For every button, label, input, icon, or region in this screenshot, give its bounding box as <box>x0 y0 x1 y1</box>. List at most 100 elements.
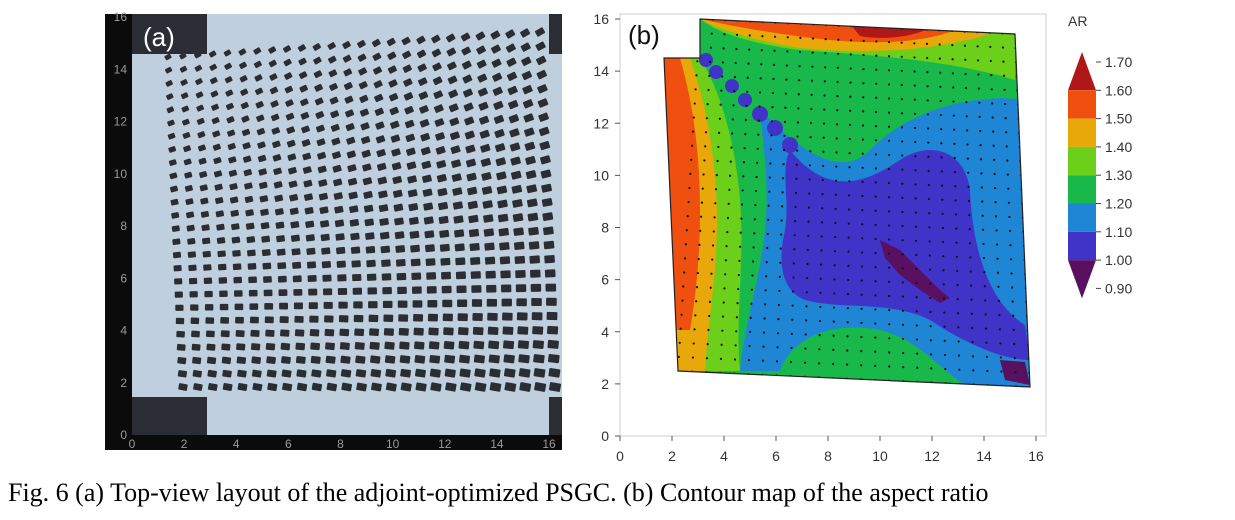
pillar <box>282 45 292 53</box>
grid-dot <box>699 229 702 232</box>
panel-b-x-tick-label: 10 <box>872 448 888 464</box>
grid-dot <box>678 341 681 344</box>
panel-a-y-tick-label: 6 <box>120 271 127 285</box>
pillar <box>262 262 272 270</box>
colorbar-tick-label: 0.90 <box>1105 280 1132 296</box>
grid-dot <box>795 177 798 180</box>
pillar <box>337 274 347 282</box>
pillar <box>460 32 471 42</box>
pillar <box>181 105 190 113</box>
grid-dot <box>762 345 765 348</box>
pillar <box>260 222 270 230</box>
pillar <box>414 355 426 364</box>
grid-dot <box>833 250 837 253</box>
pillar <box>370 368 382 378</box>
pillar <box>472 313 483 321</box>
grid-dot <box>761 34 764 38</box>
pillar <box>430 382 442 392</box>
panel-a-y-tick-label: 8 <box>120 219 127 233</box>
grid-dot <box>976 59 980 62</box>
pillar <box>420 132 431 142</box>
grid-dot <box>766 232 769 236</box>
pillar <box>330 110 340 119</box>
pillar <box>442 313 453 322</box>
grid-dot <box>747 359 751 362</box>
pillar <box>225 102 234 111</box>
pillar <box>424 244 435 253</box>
pillar <box>184 184 193 192</box>
pillar <box>325 355 336 364</box>
pillar <box>270 100 279 108</box>
grid-dot <box>836 80 839 84</box>
pillar <box>435 146 446 155</box>
pillar <box>319 220 330 228</box>
grid-dot <box>756 147 759 150</box>
panel-a-y-tick-label: 12 <box>114 115 128 129</box>
grid-dot <box>969 270 972 273</box>
pillar <box>204 290 213 298</box>
pillar <box>260 208 269 216</box>
pillar <box>303 193 314 201</box>
pillar <box>309 329 320 337</box>
grid-dot <box>781 177 785 180</box>
grid-dot <box>710 32 713 35</box>
pillar <box>402 64 412 73</box>
pillar <box>291 248 301 256</box>
grid-dot <box>928 268 932 271</box>
grid-dot <box>874 350 877 353</box>
pillar <box>172 238 181 246</box>
pillar <box>216 223 225 231</box>
grid-dot <box>741 189 744 192</box>
pillar <box>277 262 287 270</box>
grid-dot <box>848 166 851 169</box>
pillar <box>537 98 549 108</box>
pillar <box>499 242 510 251</box>
grid-dot <box>742 161 746 164</box>
grid-dot <box>875 40 878 43</box>
pillar <box>268 59 277 68</box>
grid-dot <box>860 251 864 254</box>
pillar <box>229 183 238 191</box>
pillar <box>547 353 560 364</box>
pillar <box>336 246 346 255</box>
grid-dot <box>888 337 891 340</box>
pillar <box>334 205 344 214</box>
grid-dot <box>710 272 713 275</box>
pillar <box>196 117 205 125</box>
pillar <box>426 286 437 294</box>
pillar <box>544 255 555 264</box>
grid-dot <box>915 282 918 285</box>
grid-dot <box>809 136 812 139</box>
panel-a-pillar-array <box>164 27 562 392</box>
colorbar-tick-label: 1.50 <box>1105 111 1132 127</box>
grid-dot <box>705 117 708 120</box>
grid-dot <box>731 132 734 135</box>
pillar <box>520 28 531 38</box>
panel-b-x-tick-label: 8 <box>824 448 832 464</box>
colorbar: 1.70 1.60 1.50 1.40 1.30 1.20 1.10 1.00 0.90 <box>1068 52 1132 299</box>
grid-dot <box>970 298 973 301</box>
grid-dot <box>736 302 739 305</box>
pillar <box>332 164 342 173</box>
grid-dot <box>766 246 769 250</box>
pillar <box>305 220 315 228</box>
grid-dot <box>969 256 972 259</box>
pillar <box>496 185 508 195</box>
pillar <box>481 172 492 181</box>
pillar <box>179 65 188 73</box>
pillar <box>175 317 185 325</box>
panel-b-domain-outline <box>663 18 1031 388</box>
pillar <box>232 263 242 271</box>
pillar <box>266 369 277 378</box>
pillar <box>321 247 331 255</box>
pillar <box>483 214 494 223</box>
pillar <box>528 226 539 236</box>
grid-dot <box>777 303 780 307</box>
grid-dot <box>901 224 904 228</box>
pillar <box>378 204 389 213</box>
grid-dot <box>926 127 930 130</box>
grid-dot <box>874 195 877 198</box>
pillar <box>227 142 236 151</box>
pillar <box>540 169 552 179</box>
grid-dot <box>967 185 970 188</box>
